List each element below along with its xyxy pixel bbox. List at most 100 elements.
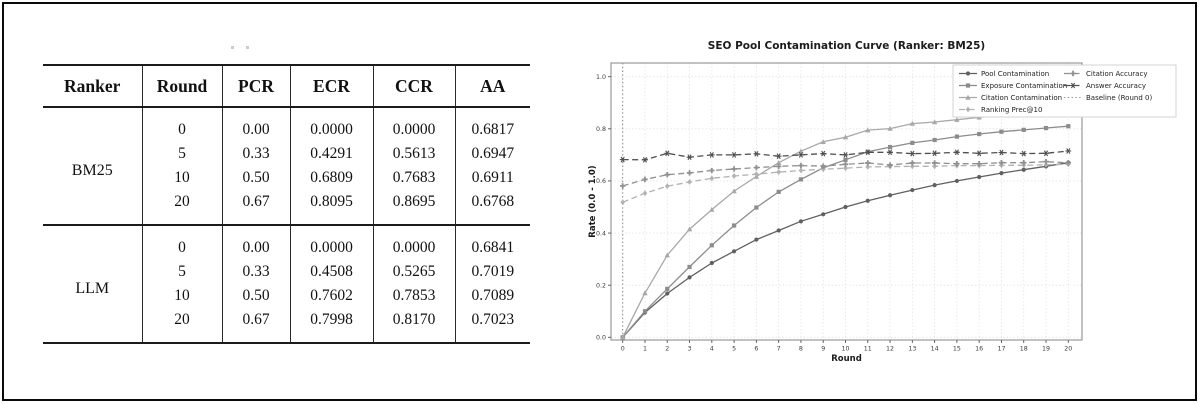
- table-cell: 0.6947: [454, 142, 530, 166]
- table-cell: 0.4291: [289, 142, 373, 166]
- svg-text:9: 9: [821, 346, 825, 353]
- svg-text:11: 11: [864, 346, 872, 353]
- y-axis-label: Rate (0.0 - 1.0): [588, 165, 598, 238]
- column-header-ecr: ECR: [289, 65, 373, 107]
- table-cell: 5: [141, 142, 222, 166]
- svg-text:20: 20: [1064, 346, 1072, 353]
- column-header-round: Round: [141, 65, 222, 107]
- y-axis: 0.0 0.2 0.4 0.6 0.8 1.0: [596, 74, 611, 342]
- svg-text:16: 16: [975, 346, 983, 353]
- svg-text:8: 8: [799, 346, 803, 353]
- table-cell: 0.7853: [372, 284, 455, 308]
- table-cell: 0.6841: [454, 225, 530, 260]
- svg-text:10: 10: [841, 346, 849, 353]
- table-cell: 0.33: [221, 260, 290, 284]
- table-cell: 0.33: [221, 142, 290, 166]
- table-cell: 10: [141, 166, 222, 190]
- svg-text:Baseline (Round 0): Baseline (Round 0): [1086, 94, 1152, 102]
- table-cell: 0.8170: [372, 308, 455, 343]
- svg-text:1: 1: [643, 346, 647, 353]
- contamination-chart-container: 0 1 2 3 4 5 6 7 8 9 10 11 12 13 14 15 16 17 18 19 20 0.0 0.2 0.…: [585, 30, 1190, 390]
- svg-text:17: 17: [997, 346, 1005, 353]
- table-cell: 0: [141, 225, 222, 260]
- table-cell: 0.4508: [289, 260, 373, 284]
- table-row: 20 0.67 0.8095 0.8695 0.6768: [43, 190, 530, 225]
- table-row: 5 0.33 0.4508 0.5265 0.7019: [43, 260, 530, 284]
- table-cell: 0.6809: [289, 166, 373, 190]
- table-cell: 5: [141, 260, 222, 284]
- svg-text:0.6: 0.6: [596, 178, 606, 185]
- table-cell: 20: [141, 190, 222, 225]
- table-cell: 0.7089: [454, 284, 530, 308]
- table-row: 10 0.50 0.7602 0.7853 0.7089: [43, 284, 530, 308]
- svg-text:0.2: 0.2: [596, 282, 606, 289]
- column-header-pcr: PCR: [221, 65, 290, 107]
- table-cell: 0.7998: [289, 308, 373, 343]
- legend-item: Pool Contamination: [959, 70, 1049, 78]
- series-pool-contamination: [620, 160, 1071, 340]
- legend-item: Citation Contamination: [959, 94, 1062, 102]
- caption-artifact-dot: [231, 46, 234, 49]
- svg-text:Pool Contamination: Pool Contamination: [981, 70, 1049, 78]
- svg-text:7: 7: [777, 346, 781, 353]
- x-axis: 0 1 2 3 4 5 6 7 8 9 10 11 12 13 14 15 16 17 18 19 20: [621, 340, 1072, 353]
- svg-text:Citation Contamination: Citation Contamination: [981, 94, 1062, 102]
- table-cell: 0.8095: [289, 190, 373, 225]
- svg-text:3: 3: [688, 346, 692, 353]
- svg-text:Answer Accuracy: Answer Accuracy: [1086, 82, 1146, 90]
- svg-text:5: 5: [732, 346, 736, 353]
- contamination-chart: 0 1 2 3 4 5 6 7 8 9 10 11 12 13 14 15 16 17 18 19 200.00.20.…: [588, 40, 1177, 364]
- caption-artifact-dot: [246, 46, 249, 49]
- svg-text:14: 14: [931, 346, 939, 353]
- svg-text:6: 6: [754, 346, 758, 353]
- x-axis-label: Round: [831, 354, 862, 364]
- table-cell: 0.00: [221, 225, 290, 260]
- table-cell: 0.5613: [372, 142, 455, 166]
- svg-text:0: 0: [621, 346, 625, 353]
- svg-text:1.0: 1.0: [596, 74, 606, 81]
- table-cell: 0.67: [221, 308, 290, 343]
- table-row: 5 0.33 0.4291 0.5613 0.6947: [43, 142, 530, 166]
- ranker-label: BM25: [71, 162, 113, 179]
- svg-text:13: 13: [908, 346, 916, 353]
- chart-title: SEO Pool Contamination Curve (Ranker: BM…: [708, 40, 985, 52]
- metrics-table: Ranker Round PCR ECR CCR AA BM25 0 0.00 0.0000 0.0…: [43, 64, 530, 344]
- table-cell: 0.7683: [372, 166, 455, 190]
- legend-item: Citation Accuracy: [1064, 70, 1147, 78]
- table-cell: 0.0000: [289, 225, 373, 260]
- svg-text:0.4: 0.4: [596, 230, 606, 237]
- table-cell: 0.5265: [372, 260, 455, 284]
- svg-text:12: 12: [886, 346, 894, 353]
- table-cell: 0.0000: [289, 107, 373, 142]
- svg-text:Ranking Prec@10: Ranking Prec@10: [981, 106, 1042, 114]
- column-header-ccr: CCR: [372, 65, 455, 107]
- plot-frame: [610, 62, 1083, 341]
- svg-text:Citation Accuracy: Citation Accuracy: [1086, 70, 1147, 78]
- metrics-table-container: Ranker Round PCR ECR CCR AA BM25 0 0.00 0.0000 0.0…: [43, 64, 530, 344]
- table-cell: 0.50: [221, 284, 290, 308]
- table-cell: 0.6911: [454, 166, 530, 190]
- legend: Pool Contamination Exposure Contamination…: [952, 64, 1177, 118]
- svg-text:19: 19: [1042, 346, 1050, 353]
- legend-item: Answer Accuracy: [1064, 82, 1146, 90]
- svg-text:Exposure Contamination: Exposure Contamination: [981, 82, 1067, 90]
- table-cell: 0.6768: [454, 190, 530, 225]
- svg-text:0.8: 0.8: [596, 126, 606, 133]
- column-header-ranker: Ranker: [64, 75, 121, 96]
- series-answer-accuracy: [619, 148, 1072, 163]
- svg-text:18: 18: [1020, 346, 1028, 353]
- table-row: 10 0.50 0.6809 0.7683 0.6911: [43, 166, 530, 190]
- table-cell: 0.7602: [289, 284, 373, 308]
- legend-item: Exposure Contamination: [959, 82, 1067, 90]
- table-cell: 0.00: [221, 107, 290, 142]
- table-row: 20 0.67 0.7998 0.8170 0.7023: [43, 308, 530, 343]
- table-cell: 0.0000: [372, 225, 455, 260]
- table-cell: 10: [141, 284, 222, 308]
- svg-text:2: 2: [665, 346, 669, 353]
- svg-text:0.0: 0.0: [596, 335, 606, 342]
- table-cell: 0.7023: [454, 308, 530, 343]
- column-header-aa: AA: [454, 65, 530, 107]
- table-cell: 20: [141, 308, 222, 343]
- table-cell: 0.67: [221, 190, 290, 225]
- table-row: BM25 0 0.00 0.0000 0.0000 0.6817: [43, 107, 530, 179]
